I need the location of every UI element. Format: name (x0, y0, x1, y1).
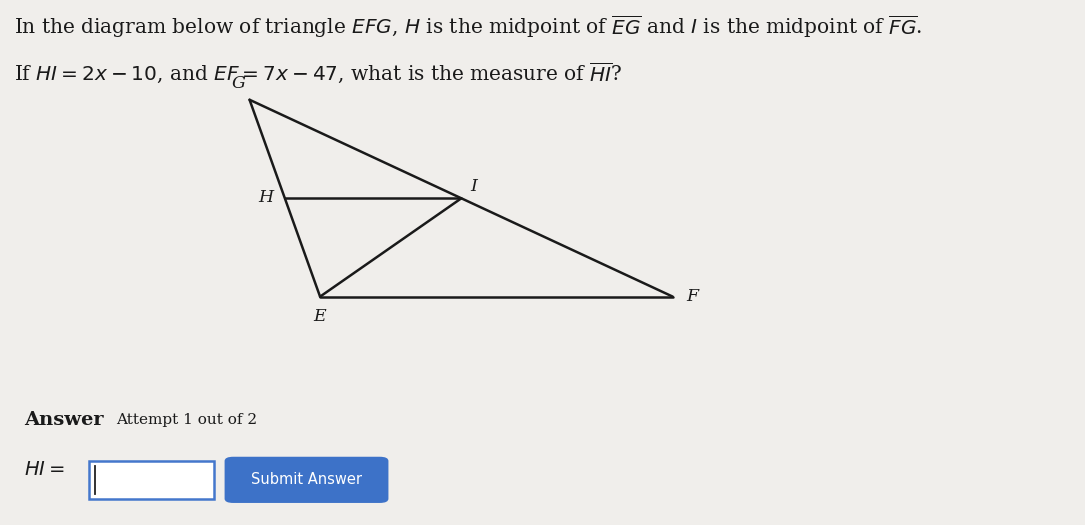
Text: F: F (686, 288, 699, 305)
Text: E: E (314, 308, 327, 325)
Text: H: H (258, 189, 273, 206)
Text: Submit Answer: Submit Answer (251, 472, 362, 487)
Text: If $HI = 2x - 10$, and $EF = 7x - 47$, what is the measure of $\overline{HI}$?: If $HI = 2x - 10$, and $EF = 7x - 47$, w… (14, 60, 623, 86)
FancyBboxPatch shape (225, 457, 388, 503)
Text: $HI =$: $HI =$ (24, 461, 64, 479)
Text: G: G (232, 76, 245, 92)
Text: Answer: Answer (24, 411, 103, 429)
FancyBboxPatch shape (89, 461, 214, 499)
Text: Attempt 1 out of 2: Attempt 1 out of 2 (116, 413, 257, 427)
Text: I: I (471, 178, 477, 195)
Text: In the diagram below of triangle $EFG$, $H$ is the midpoint of $\overline{EG}$ a: In the diagram below of triangle $EFG$, … (14, 13, 922, 40)
